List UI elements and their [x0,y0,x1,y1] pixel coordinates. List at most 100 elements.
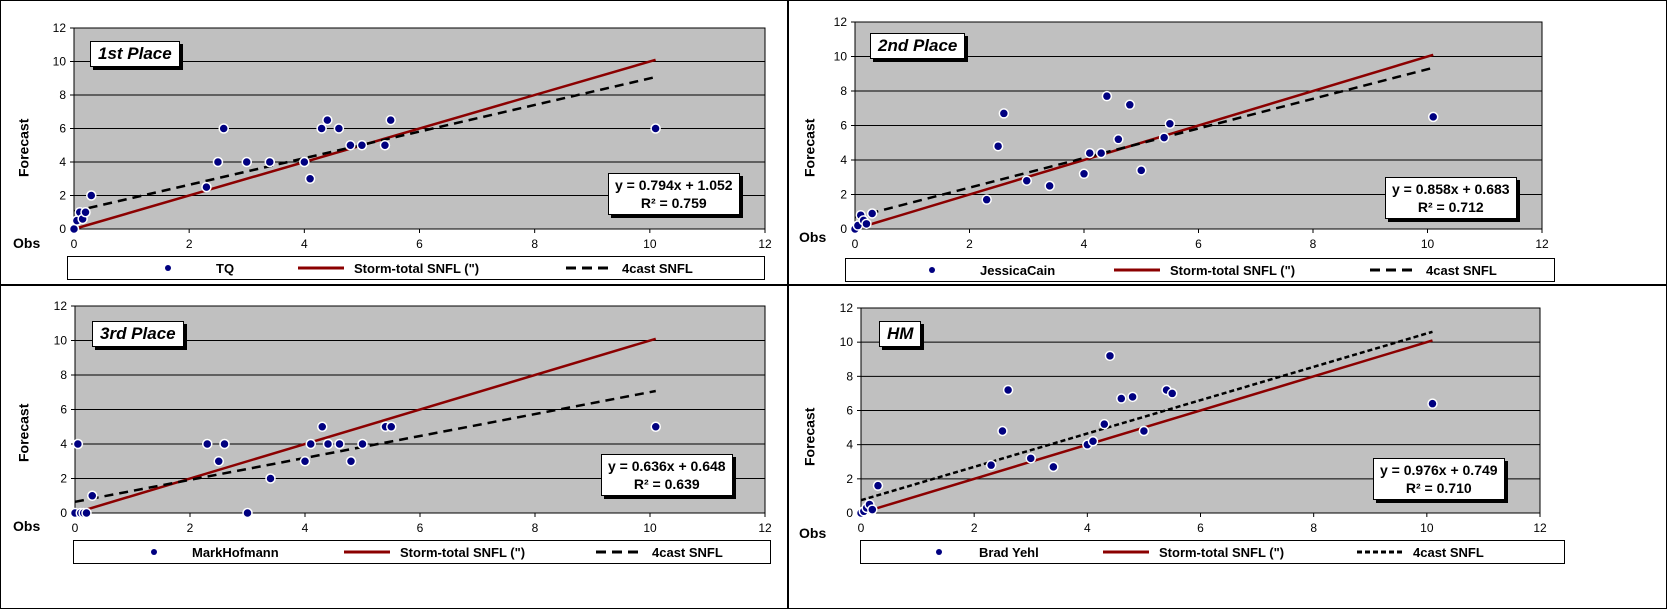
data-point [1104,350,1116,362]
y-tick-label: 6 [840,119,847,133]
legend-item-points: TQ [158,259,234,277]
legend-trend-label: 4cast SNFL [652,544,723,560]
legend-line-label: Storm-total SNFL (") [354,260,480,276]
x-tick-label: 0 [71,237,78,251]
data-point [1099,418,1110,430]
y-tick-label: 8 [840,84,847,98]
equation-text: y = 0.636x + 0.648 [608,458,726,474]
y-tick-label: 6 [60,403,67,417]
x-tick-label: 4 [301,237,308,251]
legend-item-trend: 4cast SNFL [564,259,693,277]
y-tick-label: 0 [60,506,67,520]
data-point [1084,147,1095,159]
data-point [299,456,311,467]
chart-3rd-svg: 0 2 4 6 8 10 12 0 2 4 6 8 10 12 Forecast Obs [13,299,772,535]
y-tick-label: 12 [53,21,67,35]
data-point [385,114,396,126]
x-tick-label: 4 [302,521,309,535]
data-point [1138,425,1150,437]
data-point [1044,180,1055,192]
data-point [981,194,992,205]
legend-item-trend: 4cast SNFL [594,543,723,561]
y-tick-label: 2 [60,472,67,486]
solid-line-icon [342,543,396,561]
x-tick-label: 2 [971,521,978,535]
data-point [304,173,316,184]
x-tick-label: 8 [1310,521,1317,535]
r2-text: R² = 0.710 [1405,480,1472,496]
data-point [212,156,224,168]
y-tick-label: 6 [846,404,853,418]
y-tick-label: 12 [834,15,848,29]
x-tick-label: 8 [1310,237,1317,251]
data-point [1136,165,1147,176]
chart-panel-3rd: 0 2 4 6 8 10 12 0 2 4 6 8 10 12 Forecast Obs 3rd Place … [0,285,788,609]
trend-line [860,330,1433,502]
equation-text: y = 0.976x + 0.749 [1380,462,1498,478]
y-tick-label: 4 [59,155,66,169]
data-point [1127,391,1138,403]
r2-text: R² = 0.639 [633,476,700,492]
data-point [1158,132,1170,143]
data-point [1427,398,1438,409]
data-point [334,438,345,450]
data-point [866,208,878,219]
y-tick-label: 2 [840,188,847,202]
data-point [1101,90,1113,102]
y-tick-label: 4 [846,438,853,452]
data-point [1116,393,1127,404]
data-point [80,207,91,218]
x-tick-label: 4 [1081,237,1088,251]
storm-total-line [854,53,1434,231]
data-point [997,425,1008,437]
y-tick-label: 12 [840,301,854,315]
r2-text: R² = 0.759 [640,195,707,211]
chart-panel-2nd: 0 2 4 6 8 10 12 0 2 4 6 8 10 12 Forecast Obs 2nd Place … [788,0,1667,285]
data-point [218,123,229,134]
legend-trend-label: 4cast SNFL [622,260,693,276]
data-point [998,108,1010,119]
data-point [867,504,878,515]
place-label: 1st Place [90,41,180,67]
data-point [87,490,98,501]
x-tick-label: 6 [417,521,424,535]
x-tick-label: 2 [186,237,193,251]
data-point [1166,388,1178,399]
data-point [1025,453,1036,464]
x-tick-label: 10 [643,237,657,251]
legend-line-label: Storm-total SNFL (") [1159,544,1285,560]
y-tick-label: 0 [846,506,853,520]
data-point [264,156,276,168]
y-tick-label: 4 [840,153,847,167]
y-tick-label: 2 [59,189,66,203]
y-tick-label: 4 [60,437,67,451]
x-tick-label: 8 [531,237,538,251]
marker-icon [134,543,188,561]
data-point [1002,384,1014,396]
dashed-line-icon [594,543,648,561]
data-point [356,140,368,151]
regression-box: y = 0.636x + 0.648 R² = 0.639 [601,454,733,496]
legend-line-label: Storm-total SNFL (") [400,544,526,560]
data-point [992,140,1004,152]
legend-line-label: Storm-total SNFL (") [1170,262,1296,278]
data-point [322,114,333,126]
trend-line [73,75,656,213]
data-point [1095,147,1107,159]
x-tick-label: 0 [72,521,79,535]
equation-text: y = 0.858x + 0.683 [1392,181,1510,197]
regression-box: y = 0.976x + 0.749 R² = 0.710 [1373,458,1505,500]
data-point [316,123,327,134]
legend: JessicaCain Storm-total SNFL (") 4cast S… [845,258,1555,282]
y-axis-label: Forecast [802,118,818,177]
data-point [241,156,252,168]
chart-panel-1st: 0 2 4 6 8 10 12 0 2 4 6 8 10 12 Forecast Obs 1st Place … [0,0,788,285]
legend-item-line: Storm-total SNFL (") [1101,543,1284,561]
y-axis-label: Forecast [802,407,818,466]
data-point [1113,134,1124,145]
x-tick-label: 6 [1197,521,1204,535]
data-point [345,140,356,151]
solid-line-icon [1101,543,1155,561]
y-tick-label: 10 [54,334,68,348]
x-axis-label: Obs [13,518,40,534]
